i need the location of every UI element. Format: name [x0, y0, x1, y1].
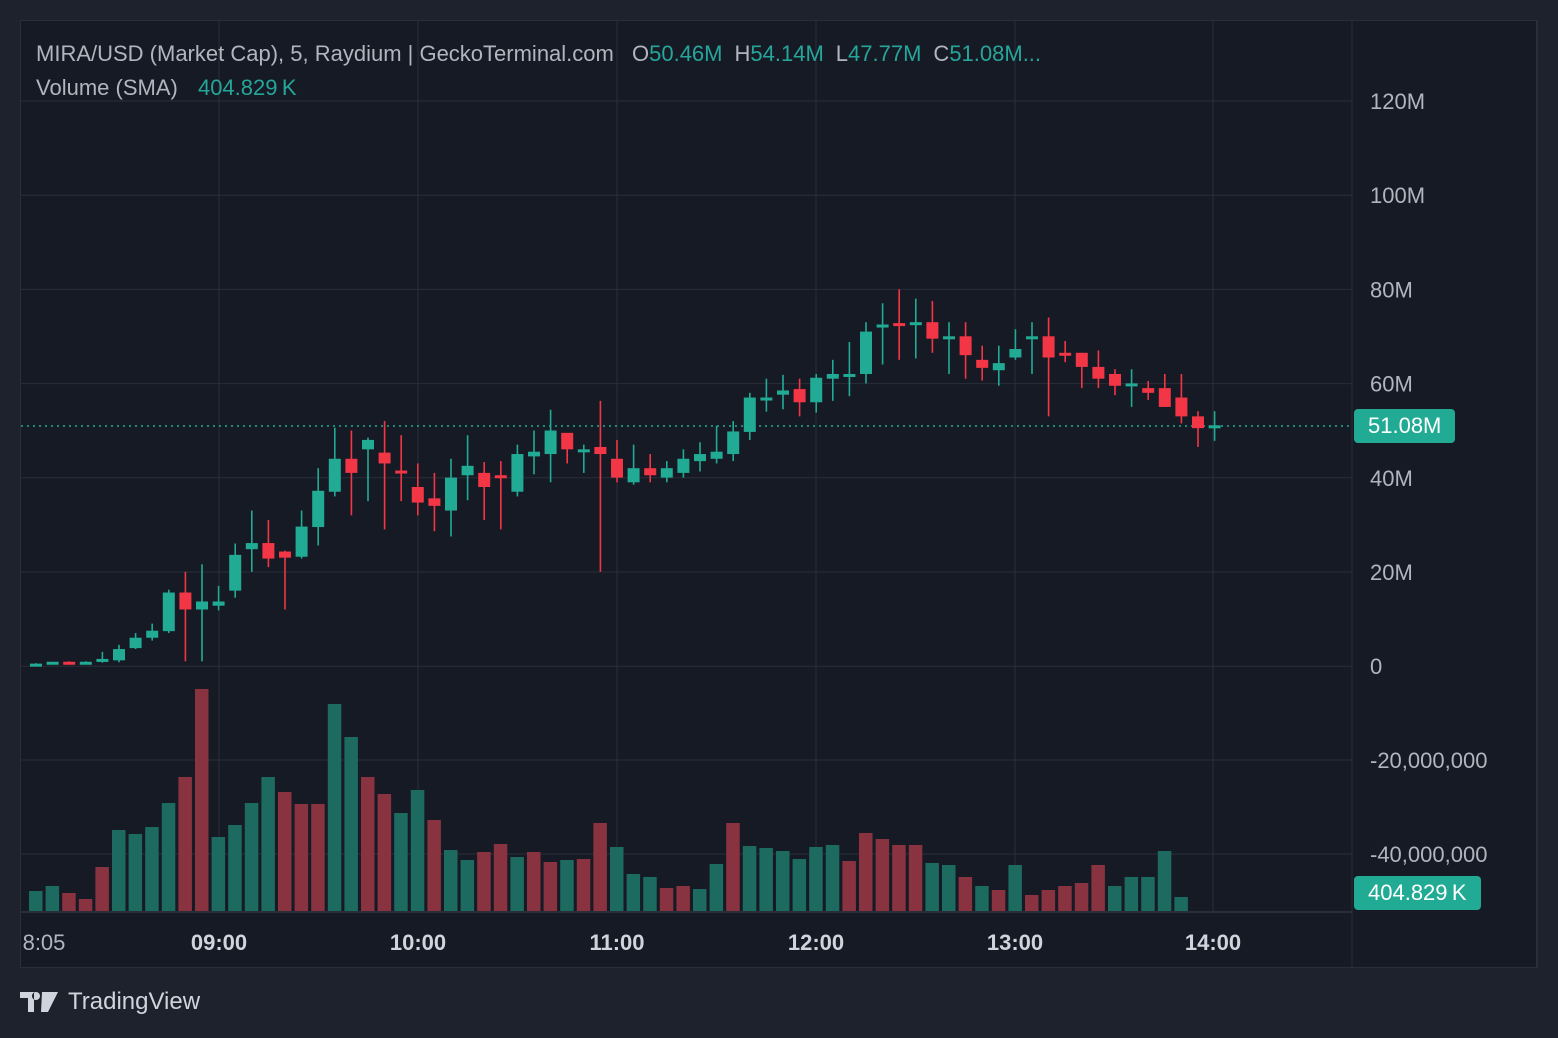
volume-tick: -40,000,000: [1370, 842, 1487, 867]
legend-main-row: MIRA/USD (Market Cap), 5, Raydium | Geck…: [36, 37, 1041, 71]
time-tick: 8:05: [23, 930, 66, 955]
brand-name: TradingView: [68, 988, 201, 1015]
volume-bars: [29, 689, 1188, 911]
volume-label[interactable]: Volume (SMA): [36, 75, 178, 100]
ohlc-value-o: 50.46M: [649, 41, 723, 66]
ohlc-key-o: O: [631, 41, 650, 66]
price-tick: 80M: [1370, 277, 1413, 302]
time-tick: 10:00: [390, 930, 446, 955]
symbol-title[interactable]: MIRA/USD (Market Cap), 5, Raydium | Geck…: [36, 41, 614, 66]
ohlc-key-l: L: [835, 41, 849, 66]
price-tick: 20M: [1370, 560, 1413, 585]
grid: [21, 21, 1352, 912]
tradingview-icon: [20, 992, 58, 1012]
price-tick: 120M: [1370, 89, 1425, 114]
time-tick: 13:00: [987, 930, 1043, 955]
ohlc-value-l: 47.77M: [848, 41, 922, 66]
current-price-badge: 51.08M: [1354, 409, 1456, 443]
time-tick: 12:00: [788, 930, 844, 955]
time-tick: 14:00: [1185, 930, 1241, 955]
price-tick: 0: [1370, 654, 1382, 679]
legend-volume-row: Volume (SMA) 404.829 K: [36, 71, 1041, 105]
price-tick: 40M: [1370, 466, 1413, 491]
ohlc-values: O50.46M H54.14M L47.77M C51.08M...: [620, 41, 1041, 66]
time-tick: 11:00: [589, 930, 644, 955]
current-volume-badge: 404.829 K: [1354, 876, 1481, 910]
time-tick: 09:00: [191, 930, 247, 955]
ohlc-key-c: C: [933, 41, 950, 66]
candles: [30, 289, 1221, 667]
volume-tick: -20,000,000: [1370, 748, 1487, 773]
ohlc-value-h: 54.14M: [750, 41, 824, 66]
tradingview-logo[interactable]: TradingView: [20, 988, 200, 1016]
price-tick: 100M: [1370, 183, 1425, 208]
ohlc-key-h: H: [734, 41, 751, 66]
price-tick: 60M: [1370, 372, 1413, 397]
ohlc-value-c: 51.08M...: [949, 41, 1042, 66]
chart-legend: MIRA/USD (Market Cap), 5, Raydium | Geck…: [36, 37, 1041, 105]
volume-value: 404.829 K: [197, 75, 297, 100]
